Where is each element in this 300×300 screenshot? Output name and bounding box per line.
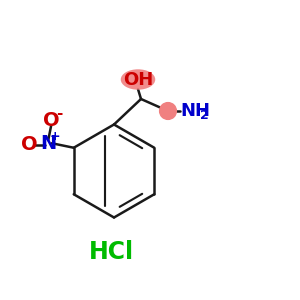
Text: -: - xyxy=(56,106,62,121)
Text: 2: 2 xyxy=(200,109,209,122)
Text: N: N xyxy=(40,134,56,153)
Ellipse shape xyxy=(121,69,155,90)
Text: NH: NH xyxy=(180,102,210,120)
Text: +: + xyxy=(50,130,61,143)
Circle shape xyxy=(160,103,176,119)
Text: HCl: HCl xyxy=(88,240,134,264)
Text: OH: OH xyxy=(123,70,153,88)
Text: O: O xyxy=(21,135,38,154)
Text: O: O xyxy=(43,111,59,130)
